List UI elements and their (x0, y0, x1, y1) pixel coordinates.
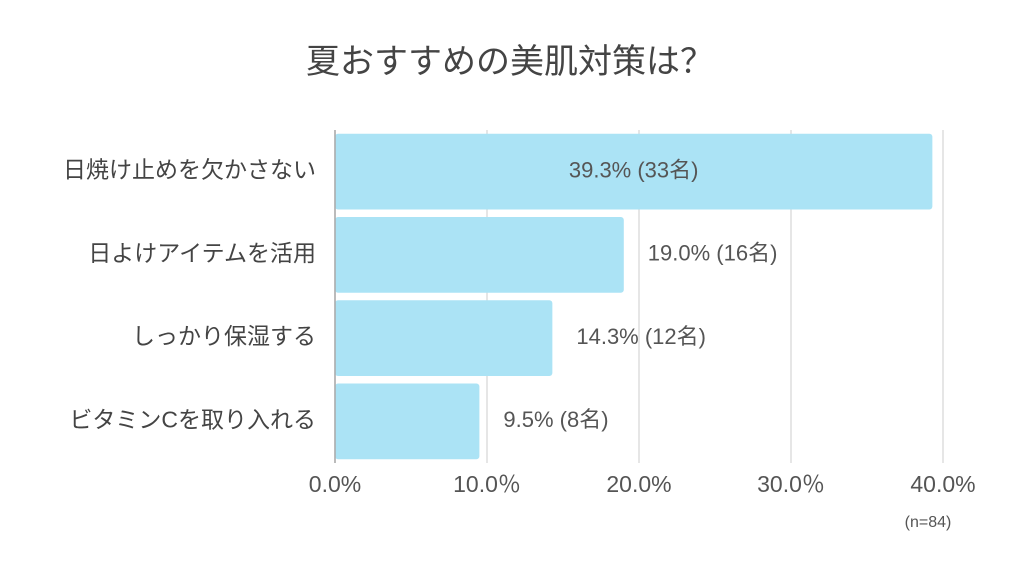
y-tick-label: ビタミンCを取り入れる (69, 406, 316, 432)
chart-title: 夏おすすめの美肌対策は？ (306, 43, 714, 81)
value-label: 14.3% (12名) (576, 324, 706, 349)
annotation: (n=84) (905, 514, 952, 531)
x-tick-label: 20.0% (606, 471, 671, 497)
x-tick-label: 0.0% (309, 471, 361, 497)
bar (335, 216, 624, 293)
value-label: 9.5% (8名) (503, 407, 608, 432)
bar (335, 300, 553, 377)
x-tick-label: 40.0% (910, 471, 975, 497)
bar (335, 383, 480, 460)
value-label: 19.0% (16名) (648, 241, 778, 266)
y-tick-label: しっかり保湿する (132, 323, 316, 349)
y-tick-label: 日よけアイテムを活用 (88, 240, 316, 266)
x-tick-label: 30.0％ (757, 471, 825, 497)
x-tick-label: 10.0％ (453, 471, 521, 497)
bar (335, 133, 933, 210)
value-label: 39.3% (33名) (569, 157, 699, 182)
y-tick-label: 日焼け止めを欠かさない (63, 157, 316, 183)
